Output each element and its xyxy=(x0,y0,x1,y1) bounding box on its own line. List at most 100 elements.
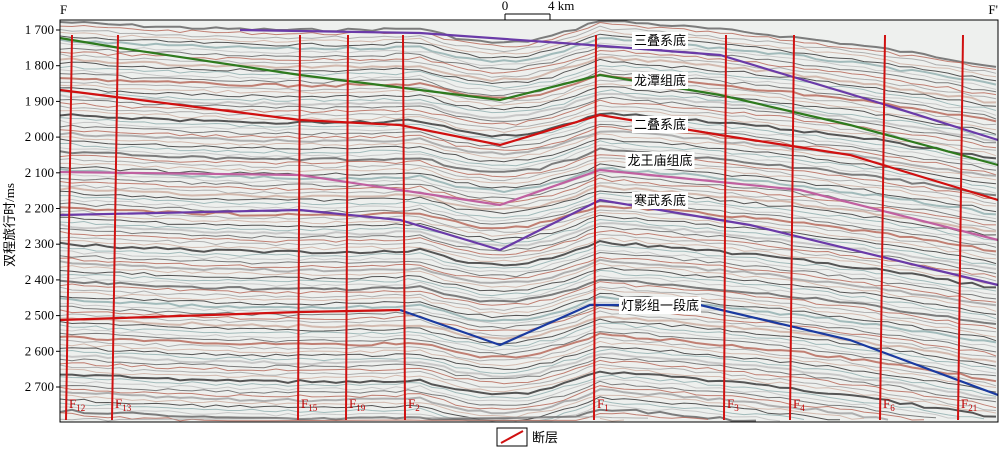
seismic-reflector xyxy=(59,292,997,342)
seismic-reflector xyxy=(59,49,997,96)
seismic-reflector xyxy=(59,269,997,320)
fault-letter: F xyxy=(349,396,356,411)
seismic-reflector xyxy=(59,239,997,289)
seismic-reflector xyxy=(59,92,997,143)
seismic-reflector xyxy=(59,83,997,131)
seismic-reflector xyxy=(59,33,997,82)
seismic-reflector xyxy=(59,352,997,400)
seismic-reflector xyxy=(59,64,997,111)
seismic-reflector xyxy=(59,211,997,260)
scale-end: 4 km xyxy=(548,0,574,13)
seismic-reflector xyxy=(59,144,997,194)
seismic-reflector xyxy=(59,125,997,176)
seismic-reflector xyxy=(59,340,997,388)
label-bg xyxy=(631,72,689,89)
seismic-reflector xyxy=(59,197,997,245)
seismic-reflector xyxy=(59,258,997,307)
fault-label: F13 xyxy=(115,396,132,413)
seismic-reflector xyxy=(59,306,997,357)
fault-label: F2 xyxy=(408,396,420,413)
fault-label: F3 xyxy=(727,396,739,413)
seismic-reflector xyxy=(59,275,997,322)
fault-subscript: 15 xyxy=(308,403,318,413)
fault-line xyxy=(593,34,597,421)
fault-letter: F xyxy=(301,396,308,411)
seismic-reflector xyxy=(59,295,997,344)
y-tick-label: 2 400 xyxy=(25,272,54,287)
seismic-reflector xyxy=(59,249,997,296)
seismic-reflector xyxy=(59,171,997,220)
fault-letter: F xyxy=(727,396,734,411)
fault-line xyxy=(723,34,727,421)
seismic-reflector xyxy=(59,58,997,107)
fault-label: F6 xyxy=(883,396,895,413)
seismic-reflector xyxy=(59,378,960,419)
seismic-reflector xyxy=(59,416,649,422)
seismic-reflector xyxy=(59,29,997,78)
seismic-reflector xyxy=(59,229,997,278)
seismic-reflector xyxy=(59,119,997,168)
seismic-reflector xyxy=(59,104,997,151)
seismic-reflector xyxy=(59,356,997,403)
horizon-line xyxy=(59,88,999,202)
seismic-reflector xyxy=(59,304,997,353)
seismic-reflector xyxy=(60,214,997,265)
seismic-reflector xyxy=(59,412,709,422)
seismic-reflector xyxy=(59,109,997,157)
fault-line xyxy=(957,34,964,421)
fault-subscript: 6 xyxy=(890,403,895,413)
seismic-reflector xyxy=(59,348,997,397)
seismic-reflector xyxy=(59,388,889,421)
seismic-reflector xyxy=(60,79,997,126)
horizon-label: 龙潭组底 xyxy=(634,73,686,88)
fault-subscript: 2 xyxy=(415,403,420,413)
seismic-reflector xyxy=(59,182,997,231)
seismic-reflector xyxy=(59,374,985,420)
seismic-reflector xyxy=(59,394,865,420)
seismic-reflector xyxy=(59,138,997,185)
seismic-reflector xyxy=(59,267,997,315)
seismic-reflector xyxy=(59,112,997,160)
y-tick-label: 2 300 xyxy=(25,236,54,251)
seismic-reflector xyxy=(59,288,997,338)
fault-letter: F xyxy=(597,396,604,411)
seismic-reflector xyxy=(59,46,997,93)
seismic-reflector xyxy=(59,86,997,135)
seismic-reflector xyxy=(60,133,997,181)
fault-label: F19 xyxy=(349,396,366,413)
fault-line xyxy=(111,34,119,421)
seismic-reflector xyxy=(60,160,997,207)
legend-label: 断层 xyxy=(532,430,558,445)
seismic-reflector xyxy=(59,318,997,367)
fault-line xyxy=(402,34,406,421)
seismic-reflector xyxy=(59,37,997,86)
fault-subscript: 21 xyxy=(968,403,977,413)
fault-label: F12 xyxy=(69,396,85,413)
seismic-reflector xyxy=(59,346,997,393)
fault-label: F1 xyxy=(597,396,609,413)
horizon-line xyxy=(239,28,999,142)
fault-subscript: 13 xyxy=(122,403,132,413)
corner-label: F' xyxy=(988,2,998,17)
seismic-reflector xyxy=(59,331,997,377)
seismic-reflector xyxy=(59,20,997,68)
seismic-reflector xyxy=(59,154,996,199)
seismic-reflector xyxy=(59,396,841,422)
seismic-reflector xyxy=(59,281,997,330)
horizon-label: 灯影组一段底 xyxy=(621,298,699,313)
seismic-reflector xyxy=(59,25,997,74)
seismic-reflector xyxy=(60,370,997,418)
label-bg xyxy=(618,297,702,314)
seismic-reflector xyxy=(59,325,997,374)
fault-line xyxy=(65,34,73,421)
seismic-reflector xyxy=(59,73,997,123)
seismic-reflector xyxy=(59,68,997,116)
faults xyxy=(65,34,964,421)
seismic-reflector xyxy=(59,190,997,236)
y-tick-label: 2 000 xyxy=(25,129,54,144)
fault-subscript: 3 xyxy=(734,403,739,413)
seismic-reflector xyxy=(59,336,997,387)
y-tick-label: 2 600 xyxy=(25,343,54,358)
seismic-reflector xyxy=(59,408,757,422)
